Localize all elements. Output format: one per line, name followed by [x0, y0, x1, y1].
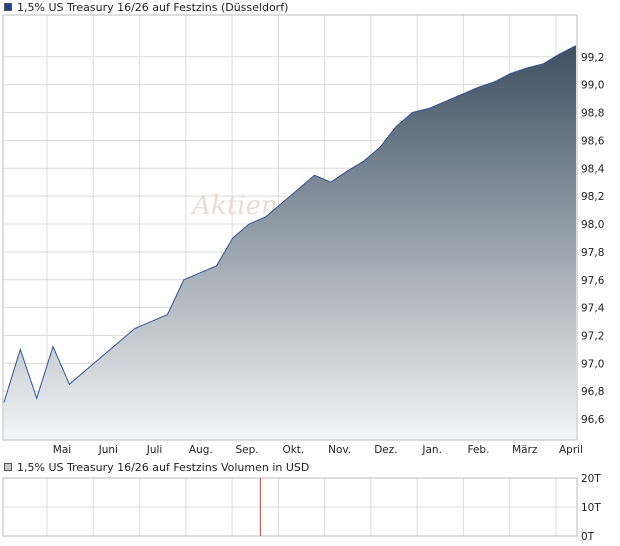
x-tick-label: Dez. — [374, 444, 397, 456]
y-tick-label: 96,8 — [581, 386, 604, 398]
price-area — [4, 45, 576, 440]
y-tick-label: 97,8 — [581, 247, 604, 259]
y-tick-label: 98,8 — [581, 108, 604, 120]
x-tick-label: Nov. — [328, 444, 351, 456]
y-tick-label: 97,4 — [581, 303, 605, 315]
x-tick-label: Aug. — [189, 444, 213, 456]
price-legend-swatch — [4, 3, 12, 11]
x-tick-label: Juli — [146, 444, 163, 456]
volume-plot-frame — [2, 477, 578, 537]
y-tick-label: 98,0 — [581, 219, 604, 231]
y-tick-label: 97,6 — [581, 275, 605, 287]
volume-bars — [259, 478, 261, 536]
x-tick-label: Sep. — [236, 444, 259, 456]
vol-y-tick-label: 0T — [581, 531, 595, 543]
volume-legend-swatch — [4, 463, 12, 471]
x-tick-label: Juni — [98, 444, 118, 456]
y-tick-label: 96,6 — [581, 414, 605, 426]
y-tick-label: 97,2 — [581, 330, 604, 342]
price-x-axis: Mai Juni Juli Aug. Sep. Okt. Nov. Dez. Jan. Feb. M… — [53, 444, 583, 456]
volume-legend: 1,5% US Treasury 16/26 auf Festzins Volu… — [4, 460, 309, 474]
price-legend: 1,5% US Treasury 16/26 auf Festzins (Düs… — [4, 0, 288, 14]
y-tick-label: 99,2 — [581, 52, 604, 64]
x-tick-label: März — [512, 444, 538, 456]
price-plot-frame — [2, 14, 578, 441]
y-tick-label: 98,6 — [581, 135, 605, 147]
x-tick-label: Okt. — [282, 444, 304, 456]
x-tick-label: Mai — [53, 444, 71, 456]
y-tick-label: 98,4 — [581, 163, 605, 175]
x-tick-label: Jan. — [421, 444, 442, 456]
price-legend-label: 1,5% US Treasury 16/26 auf Festzins (Düs… — [17, 0, 289, 14]
watermark: Aktien — [190, 191, 277, 221]
price-line — [3, 45, 577, 403]
y-tick-label: 98,2 — [581, 191, 604, 203]
vol-y-tick-label: 10T — [581, 502, 601, 514]
volume-bar — [259, 478, 261, 536]
volume-legend-label: 1,5% US Treasury 16/26 auf Festzins Volu… — [17, 460, 310, 474]
x-tick-label: April — [559, 444, 583, 456]
volume-grid — [3, 477, 577, 537]
price-y-axis: 99,2 99,0 98,8 98,6 98,4 98,2 98,0 97,8 97,6 97,4… — [581, 52, 605, 426]
volume-y-axis: 20T 10T 0T — [581, 473, 601, 543]
x-tick-label: Feb. — [467, 444, 489, 456]
y-tick-label: 99,0 — [581, 80, 604, 92]
y-tick-label: 97,0 — [581, 358, 604, 370]
vol-y-tick-label: 20T — [581, 473, 601, 485]
